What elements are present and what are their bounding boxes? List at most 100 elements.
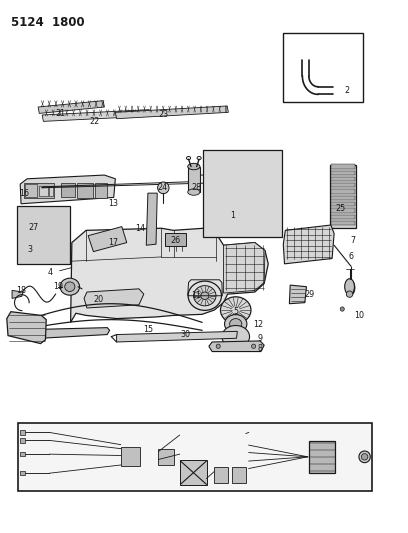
Polygon shape: [7, 312, 46, 344]
Polygon shape: [38, 101, 104, 114]
Bar: [331, 214, 355, 219]
Text: 19: 19: [53, 282, 63, 291]
Polygon shape: [283, 225, 334, 264]
Ellipse shape: [201, 292, 209, 300]
Ellipse shape: [346, 291, 353, 297]
Bar: [331, 177, 355, 181]
Polygon shape: [88, 227, 127, 252]
Bar: [214, 467, 228, 483]
Bar: [331, 202, 355, 206]
Text: 5: 5: [233, 307, 238, 316]
Bar: [39, 186, 48, 196]
Bar: [25, 184, 37, 197]
Text: 4: 4: [47, 269, 53, 277]
Text: 17: 17: [109, 238, 119, 247]
Ellipse shape: [222, 326, 250, 348]
Bar: [20, 452, 25, 456]
Bar: [24, 182, 53, 198]
Polygon shape: [115, 106, 228, 119]
Bar: [330, 165, 357, 228]
Bar: [188, 166, 200, 192]
Bar: [17, 206, 70, 264]
Ellipse shape: [60, 278, 80, 295]
Text: 8: 8: [258, 344, 263, 353]
Polygon shape: [42, 110, 150, 122]
Text: 26: 26: [171, 236, 181, 245]
Text: 28: 28: [191, 183, 201, 192]
Text: 10: 10: [355, 311, 364, 320]
Text: 3: 3: [27, 245, 32, 254]
Ellipse shape: [65, 282, 75, 292]
Ellipse shape: [188, 164, 200, 169]
Bar: [331, 171, 355, 175]
Bar: [309, 441, 335, 473]
Polygon shape: [289, 285, 306, 304]
Bar: [20, 430, 25, 434]
Bar: [29, 230, 34, 236]
Text: 12: 12: [254, 320, 264, 329]
Polygon shape: [117, 332, 237, 342]
Bar: [180, 460, 207, 486]
Polygon shape: [71, 228, 268, 322]
Polygon shape: [209, 341, 264, 352]
Text: 15: 15: [143, 325, 153, 334]
Polygon shape: [84, 289, 144, 308]
Text: 18: 18: [16, 286, 26, 295]
Ellipse shape: [188, 189, 200, 195]
Text: 14: 14: [135, 224, 145, 233]
Text: 6: 6: [348, 252, 353, 261]
Text: 9: 9: [258, 334, 263, 343]
Polygon shape: [224, 243, 265, 293]
Bar: [121, 447, 140, 466]
Ellipse shape: [359, 451, 370, 463]
Ellipse shape: [157, 182, 169, 193]
Bar: [95, 182, 107, 198]
Bar: [27, 207, 30, 211]
Ellipse shape: [252, 344, 256, 349]
Bar: [283, 33, 363, 102]
Bar: [22, 210, 45, 230]
Bar: [158, 449, 174, 465]
Bar: [20, 471, 25, 475]
Text: 2: 2: [344, 85, 349, 94]
Text: 5124  1800: 5124 1800: [11, 15, 84, 29]
Text: 27: 27: [28, 223, 39, 232]
Bar: [203, 150, 282, 237]
Ellipse shape: [216, 344, 220, 349]
Text: 20: 20: [93, 295, 104, 304]
Text: 24: 24: [157, 183, 167, 192]
Bar: [20, 438, 25, 442]
Bar: [331, 189, 355, 193]
Bar: [18, 423, 372, 491]
Bar: [331, 221, 355, 225]
Text: 25: 25: [335, 204, 345, 213]
Text: 29: 29: [305, 289, 315, 298]
Text: 7: 7: [350, 237, 355, 246]
Ellipse shape: [224, 314, 247, 333]
Ellipse shape: [194, 286, 216, 306]
Text: 21: 21: [55, 109, 66, 118]
Text: 11: 11: [191, 290, 201, 300]
Ellipse shape: [188, 281, 222, 310]
Bar: [77, 182, 93, 198]
Ellipse shape: [220, 297, 251, 324]
Polygon shape: [146, 193, 157, 245]
Text: 13: 13: [109, 199, 118, 208]
Bar: [331, 196, 355, 200]
Text: 23: 23: [158, 110, 169, 119]
Bar: [331, 208, 355, 213]
Polygon shape: [17, 321, 110, 338]
Bar: [165, 233, 186, 246]
Bar: [331, 165, 355, 168]
Bar: [331, 183, 355, 188]
Ellipse shape: [346, 280, 355, 295]
Polygon shape: [20, 175, 115, 204]
Polygon shape: [12, 290, 23, 298]
Bar: [232, 467, 246, 483]
Text: 30: 30: [180, 330, 191, 339]
Bar: [61, 182, 75, 197]
Bar: [49, 186, 53, 196]
Ellipse shape: [361, 454, 368, 460]
Text: 16: 16: [19, 189, 29, 198]
Ellipse shape: [340, 307, 344, 311]
